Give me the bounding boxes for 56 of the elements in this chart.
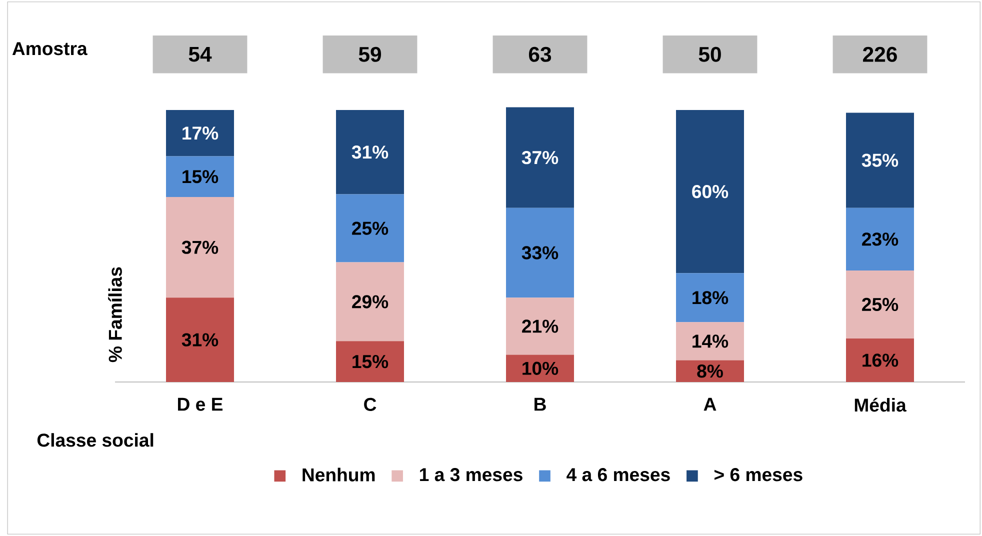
data-label: 14% [692, 334, 728, 348]
data-label: 33% [522, 246, 558, 260]
data-label: 8% [697, 364, 723, 378]
bar [676, 360, 744, 382]
text: 63 [528, 46, 552, 62]
bar [336, 341, 404, 382]
data-label: 17% [182, 126, 218, 140]
text: 59 [358, 46, 382, 62]
text: Amostra [12, 42, 88, 56]
bar [166, 197, 234, 298]
legend-label: > 6 meses [714, 468, 802, 482]
data-label: 15% [182, 170, 218, 184]
data-label: 10% [522, 362, 558, 375]
bar [166, 298, 234, 382]
data-label: 25% [862, 298, 898, 312]
data-label: 18% [692, 291, 728, 304]
legend-label: 4 a 6 meses [566, 468, 670, 482]
x-tick-label: D e E [178, 398, 223, 411]
data-label: 29% [352, 295, 388, 308]
bar [676, 110, 744, 274]
bar [506, 208, 574, 298]
x-tick-label: A [704, 398, 716, 411]
bar [846, 112, 914, 208]
data-label: 37% [182, 240, 218, 254]
text: 226 [863, 46, 897, 62]
bar [676, 322, 744, 360]
bar [166, 110, 234, 156]
data-label: 15% [352, 355, 388, 368]
data-label: 23% [862, 232, 898, 246]
bar [506, 107, 574, 208]
y-axis-title: % Famílias [108, 267, 122, 362]
bar [846, 338, 914, 382]
bar [506, 298, 574, 355]
text: 54 [188, 46, 212, 62]
data-label: 37% [522, 150, 558, 164]
data-label: 60% [692, 185, 728, 198]
x-tick-label: C [364, 398, 376, 412]
x-axis-title: Classe social [37, 433, 154, 447]
x-tick-label: B [534, 398, 546, 411]
data-label: 16% [862, 354, 898, 367]
bar [166, 156, 234, 198]
x-tick-label: Média [854, 398, 906, 412]
data-label: 25% [352, 222, 388, 235]
bar [336, 110, 404, 194]
bar [846, 270, 914, 338]
legend-label: Nenhum [302, 468, 375, 482]
data-label: 31% [352, 146, 388, 159]
legend-label: 1 a 3 meses [420, 468, 522, 482]
bar [336, 262, 404, 342]
bar [846, 208, 914, 270]
text: 50 [698, 46, 721, 62]
bar [336, 194, 404, 262]
bar [676, 273, 744, 322]
data-label: 21% [522, 320, 558, 333]
data-label: 35% [862, 154, 898, 167]
data-label: 31% [182, 333, 218, 346]
